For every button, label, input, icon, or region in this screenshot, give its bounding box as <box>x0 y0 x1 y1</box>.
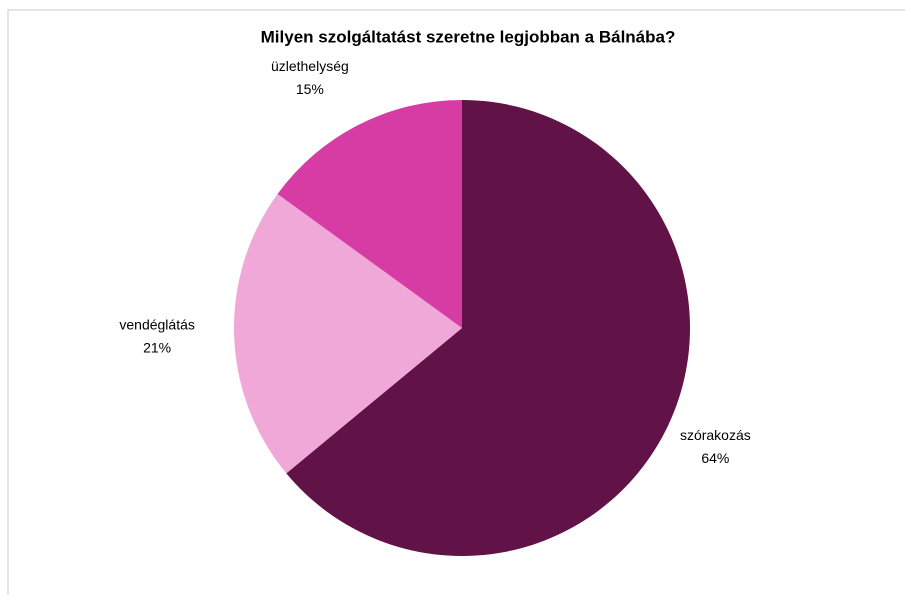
pie-slice <box>277 100 462 328</box>
pie-slice <box>286 100 690 557</box>
frame <box>7 9 905 595</box>
value-label: 64% <box>701 450 729 466</box>
slice-label: üzlethelység <box>271 58 349 74</box>
slice-label: szórakozás <box>680 427 751 443</box>
slice-label: vendéglátás <box>119 316 195 332</box>
value-label: 21% <box>143 339 171 355</box>
chart-title: Milyen szolgáltatást szeretne legjobban … <box>261 27 676 46</box>
pie-slice <box>234 193 462 474</box>
value-label: 15% <box>296 81 324 97</box>
